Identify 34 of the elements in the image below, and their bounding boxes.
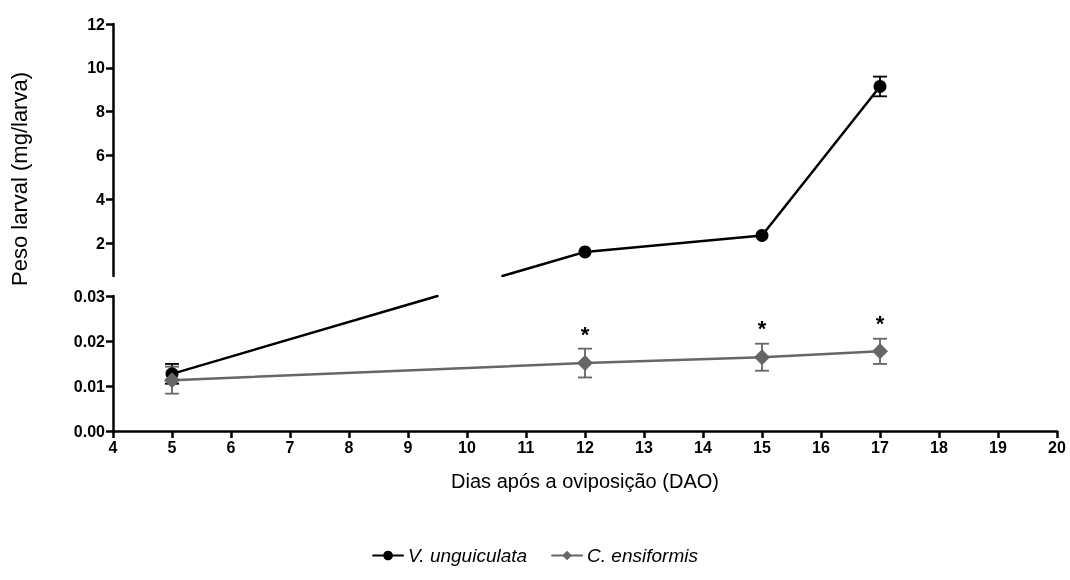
y-tick-label: 8: [96, 103, 106, 121]
y-tick-label: 12: [87, 15, 106, 33]
y-axis-title: Peso larval (mg/larva): [6, 72, 32, 286]
y-tick-label: 0.00: [73, 422, 106, 440]
x-tick-label: 15: [753, 438, 771, 456]
x-tick-label: 8: [344, 438, 354, 456]
y-tick-label: 0.01: [73, 377, 106, 395]
x-axis-title: Dias após a oviposição (DAO): [451, 470, 719, 492]
x-tick-label: 20: [1048, 438, 1066, 456]
x-tick-label: 12: [576, 438, 594, 456]
annotation: *: [875, 311, 885, 337]
x-tick-label: 11: [517, 438, 535, 456]
x-tick-label: 14: [694, 438, 712, 456]
x-tick-label: 18: [930, 438, 948, 456]
x-tick-label: 6: [226, 438, 236, 456]
annotation: *: [580, 321, 590, 347]
y-tick-label: 2: [96, 234, 106, 252]
x-tick-label: 17: [871, 438, 889, 456]
x-tick-label: 16: [812, 438, 830, 456]
x-tick-label: 4: [108, 438, 118, 456]
annotation: *: [757, 316, 767, 342]
legend-label: C. ensiformis: [587, 545, 699, 566]
x-tick-label: 7: [285, 438, 295, 456]
y-tick-label: 4: [96, 190, 106, 208]
x-tick-label: 19: [989, 438, 1007, 456]
x-tick-label: 13: [635, 438, 653, 456]
x-tick-label: 10: [458, 438, 476, 456]
y-tick-label: 6: [96, 146, 106, 164]
y-tick-label: 10: [87, 59, 106, 77]
y-tick-label: 0.02: [73, 332, 106, 350]
y-tick-label: 0.03: [73, 287, 106, 305]
x-tick-label: 5: [167, 438, 177, 456]
legend-label: V. unguiculata: [408, 545, 528, 566]
x-tick-label: 9: [403, 438, 413, 456]
